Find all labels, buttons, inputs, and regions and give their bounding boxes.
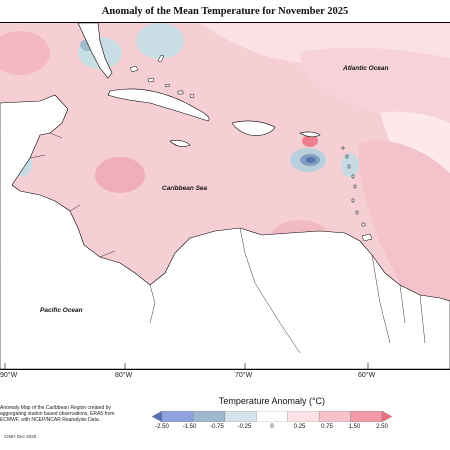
lon-tick-label-90w: 90°W [0,372,18,379]
map-title: Anomaly of the Mean Temperature for Nove… [101,6,349,17]
warm-patch-atlantic [300,47,450,133]
legend-tick-label: -1.50 [182,424,197,430]
legend-swatch [256,411,288,422]
legend-tick-label: -2.50 [155,424,169,430]
cool-patch-bahamas [136,23,184,59]
puerto-rico-land [299,131,321,138]
map-footnote: Anomaly Map of the Caribbean Region crea… [0,405,115,424]
warm-spot-nw [0,31,50,75]
cool-strong-pr [306,157,316,163]
country-borders [29,132,426,354]
cuba-land [107,88,210,122]
legend-tick-label: 0.25 [293,424,306,430]
bahamas-land [129,54,195,99]
legend-colorbar [152,411,392,422]
legend-swatch [318,411,351,422]
pacific-ocean-label: Pacific Ocean [40,307,83,314]
legend-title: Temperature Anomaly (°C) [218,396,326,406]
lon-tick-label-80w: 80°W [115,372,133,379]
legend-swatch [287,411,320,422]
map-credit: CIMH Dec-2025 [4,434,37,439]
legend-tick-label: -0.75 [210,424,224,430]
legend-swatch [161,411,194,422]
legend-tick-label: 0 [270,424,274,430]
warm-strong-spot-caribbean [95,157,145,193]
legend-swatch [224,411,257,422]
map-canvas [0,23,450,369]
jamaica-land [169,139,191,147]
warm-strong-spot-pr [302,135,318,147]
legend-tick-label: 2.50 [376,424,388,430]
atlantic-ocean-label: Atlantic Ocean [343,65,389,72]
trinidad-land [361,233,373,242]
anomaly-map: Atlantic Ocean Caribbean Sea Pacific Oce… [0,22,450,370]
legend-tick-label: 0.75 [321,424,333,430]
lon-tick-label-60w: 60°W [358,372,376,379]
florida-land [77,23,113,79]
legend-swatch-max [381,411,392,422]
legend-swatch-min [152,411,163,422]
legend-tick-label: -0.25 [237,424,252,430]
lon-tick-label-70w: 70°W [235,372,253,379]
legend-swatch [350,411,383,422]
legend-tick-label: 1.50 [348,424,361,430]
legend-swatch [193,411,226,422]
caribbean-sea-label: Caribbean Sea [162,185,208,192]
hispaniola-land [231,120,276,136]
lesser-antilles-land [341,146,366,227]
